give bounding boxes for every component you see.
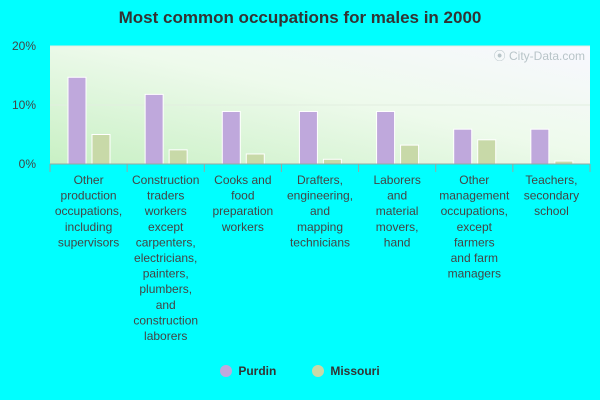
bar-missouri-0[interactable]: [91, 134, 111, 165]
bar-purdin-5[interactable]: [453, 128, 473, 165]
legend-swatch-missouri: [312, 365, 325, 377]
bar-missouri-3[interactable]: [322, 158, 342, 165]
y-tick-label: 10%: [12, 98, 36, 112]
y-tick-label: 20%: [12, 39, 36, 53]
x-category-label-5: Other management occupations, except farmers…: [439, 173, 510, 281]
legend-item-purdin[interactable]: Purdin: [220, 364, 276, 378]
bar-purdin-6[interactable]: [530, 128, 550, 165]
bar-purdin-4[interactable]: [376, 110, 396, 165]
watermark-icon: ⦿: [494, 49, 509, 63]
x-category-label-3: Drafters, engineering, and mapping technicia…: [287, 173, 353, 249]
x-category-label-1: Construction traders workers except carpente…: [132, 173, 199, 343]
x-category-label-6: Teachers, secondary school: [524, 173, 579, 218]
bar-missouri-5[interactable]: [477, 139, 497, 165]
bar-missouri-1[interactable]: [168, 149, 188, 165]
bar-purdin-1[interactable]: [144, 93, 164, 165]
chart-title: Most common occupations for males in 200…: [118, 8, 482, 27]
bar-missouri-2[interactable]: [245, 153, 265, 165]
legend-item-missouri[interactable]: Missouri: [312, 364, 380, 378]
legend-swatch-purdin: [220, 365, 233, 377]
y-tick-label: 0%: [19, 157, 37, 171]
legend-label-purdin: Purdin: [238, 364, 277, 378]
x-category-label-4: Laborers and material movers, hand: [373, 173, 420, 249]
legend-label-missouri: Missouri: [330, 364, 380, 378]
x-category-label-0: Other production occupations, including supe…: [55, 173, 122, 249]
x-category-label-2: Cooks and food preparation workers: [212, 173, 273, 234]
bar-missouri-4[interactable]: [400, 144, 420, 165]
bar-purdin-0[interactable]: [67, 76, 87, 165]
bar-purdin-3[interactable]: [298, 110, 318, 165]
watermark: ⦿ City-Data.com: [494, 49, 585, 63]
bar-purdin-2[interactable]: [221, 110, 241, 165]
legend: Purdin Missouri: [0, 364, 600, 378]
